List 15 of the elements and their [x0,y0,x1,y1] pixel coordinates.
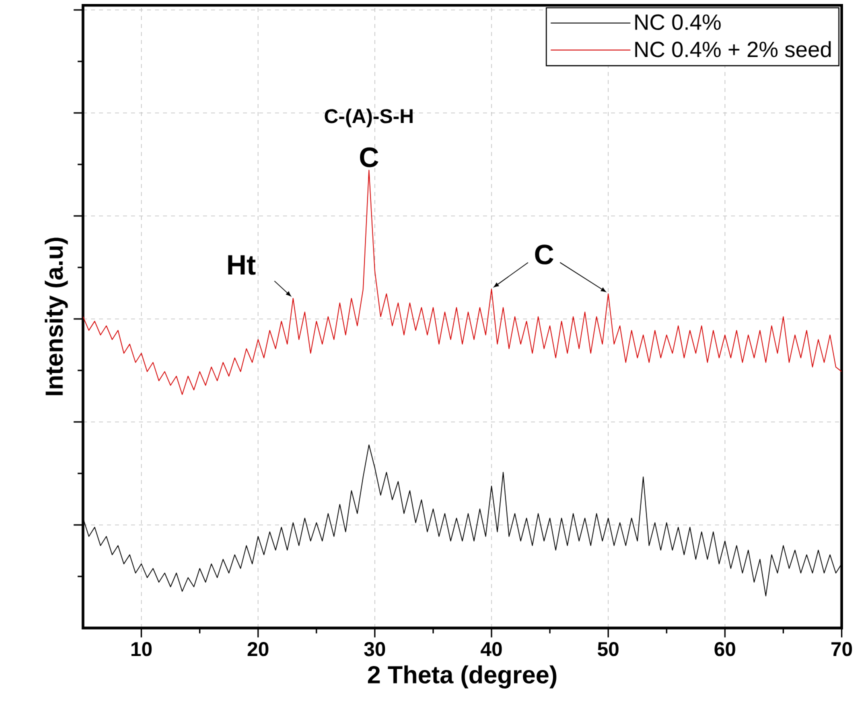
x-tick-label: 40 [480,642,502,656]
x-tick-label: 20 [248,642,268,656]
legend-label: NC 0.4% [635,14,721,30]
y-axis-title: Intensity (a.u) [44,238,68,396]
x-tick-label: 60 [714,642,736,656]
annotation: Ht [228,255,256,275]
x-tick-label: 30 [364,642,386,656]
annotation: C-(A)-S-H [324,108,413,128]
annotation: C [535,244,554,264]
annotation: C [360,147,378,168]
x-tick-label: 50 [598,642,619,656]
x-tick-label: 10 [131,642,152,656]
x-axis-title: 2 Theta (degree) [368,665,556,688]
x-tick-label: 70 [831,642,852,656]
legend-label: NC 0.4% + 2% seed [635,41,831,58]
